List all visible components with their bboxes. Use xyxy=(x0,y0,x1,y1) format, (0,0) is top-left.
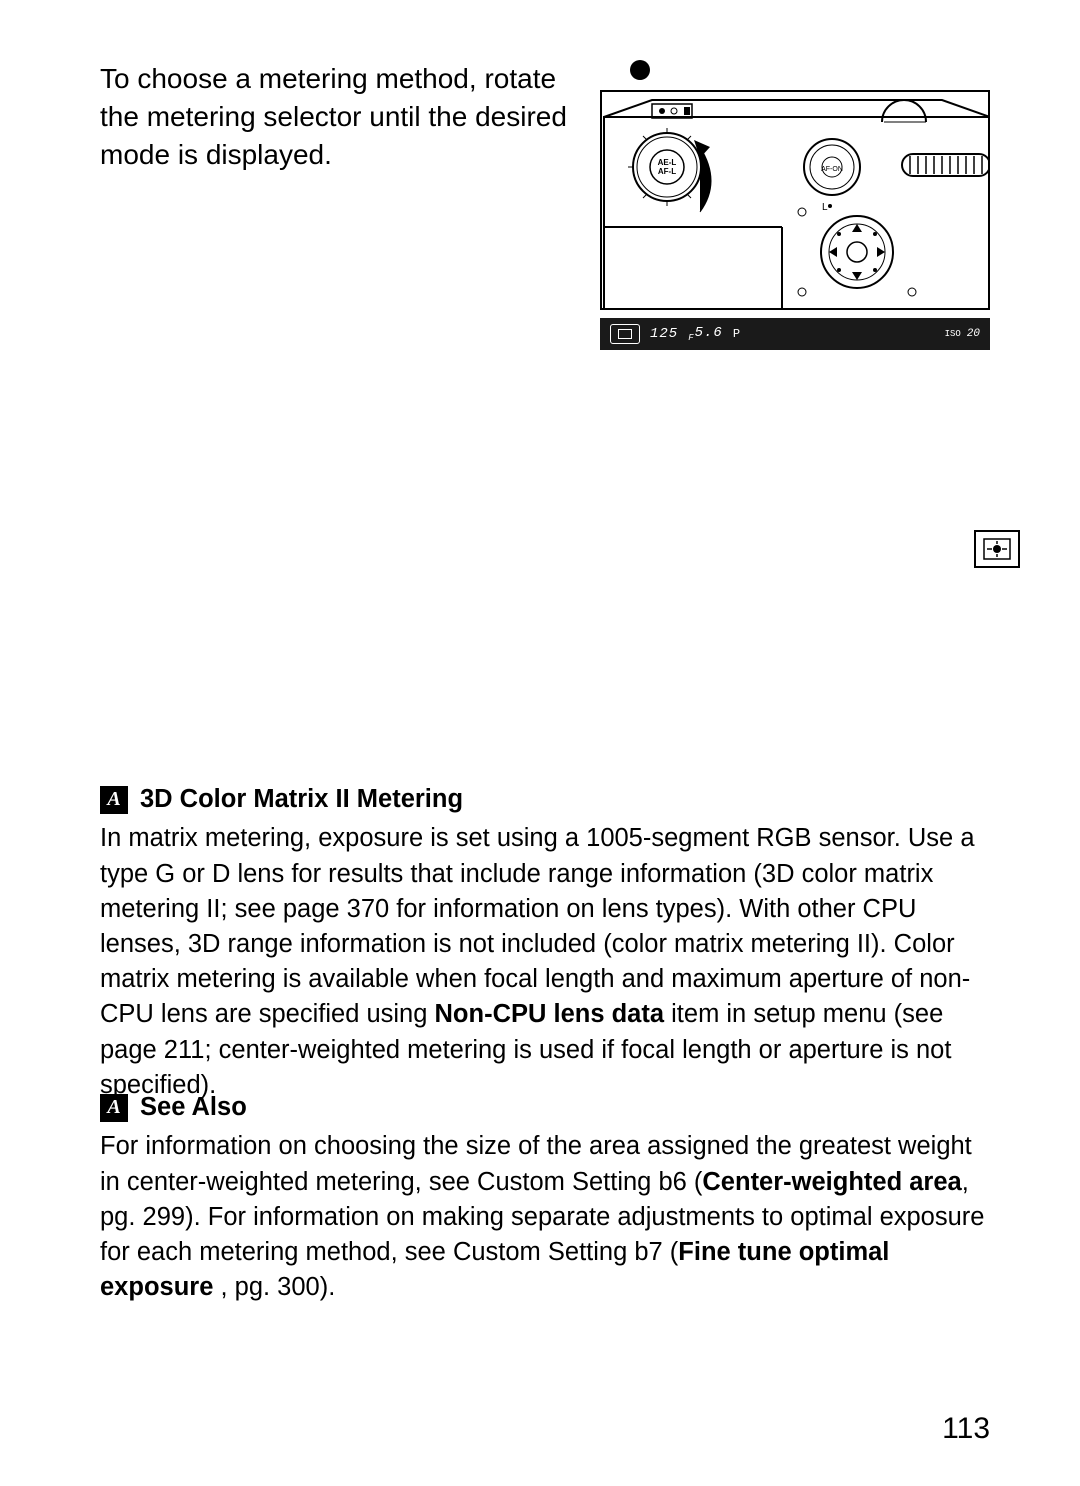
lcd-iso-value: 20 xyxy=(967,328,980,340)
illustration-area: AE-L AF-L AF-ON xyxy=(600,60,990,350)
intro-text: To choose a metering method, rotate the … xyxy=(100,60,570,173)
reference-dot xyxy=(630,60,650,80)
note-icon: A xyxy=(100,786,128,814)
note-icon: A xyxy=(100,1094,128,1122)
note2-title: See Also xyxy=(140,1090,247,1125)
svg-text:AE-L: AE-L xyxy=(658,158,677,167)
lcd-values: 125 F5.6 P xyxy=(650,325,935,343)
lcd-right: ISO 20 xyxy=(945,328,980,340)
metering-section-icon xyxy=(974,530,1020,568)
note2-title-row: A See Also xyxy=(100,1090,247,1125)
lcd-strip: 125 F5.6 P ISO 20 xyxy=(600,318,990,350)
note-color-matrix: A 3D Color Matrix II Metering In matrix … xyxy=(100,780,990,1103)
svg-text:AF-ON: AF-ON xyxy=(821,166,843,173)
svg-text:AF-L: AF-L xyxy=(658,167,676,176)
note1-title-row: A 3D Color Matrix II Metering xyxy=(100,782,463,817)
note2-bold1: Center-weighted area xyxy=(702,1168,961,1196)
top-section: To choose a metering method, rotate the … xyxy=(100,60,990,350)
note2-body: For information on choosing the size of … xyxy=(100,1129,990,1305)
lcd-iso-label: ISO xyxy=(945,329,961,339)
camera-diagram: AE-L AF-L AF-ON xyxy=(600,90,990,310)
page-number: 113 xyxy=(942,1412,990,1446)
note-see-also: A See Also For information on choosing t… xyxy=(100,1088,990,1305)
note1-body: In matrix metering, exposure is set usin… xyxy=(100,821,990,1103)
lcd-aperture: F5.6 xyxy=(688,325,723,343)
note1-title: 3D Color Matrix II Metering xyxy=(140,782,463,817)
lcd-shutter: 125 xyxy=(650,326,678,342)
note1-bold: Non-CPU lens data xyxy=(435,1000,665,1028)
svg-text:L: L xyxy=(822,202,828,213)
lcd-mode: P xyxy=(733,327,740,341)
metering-mode-icon xyxy=(610,324,640,344)
